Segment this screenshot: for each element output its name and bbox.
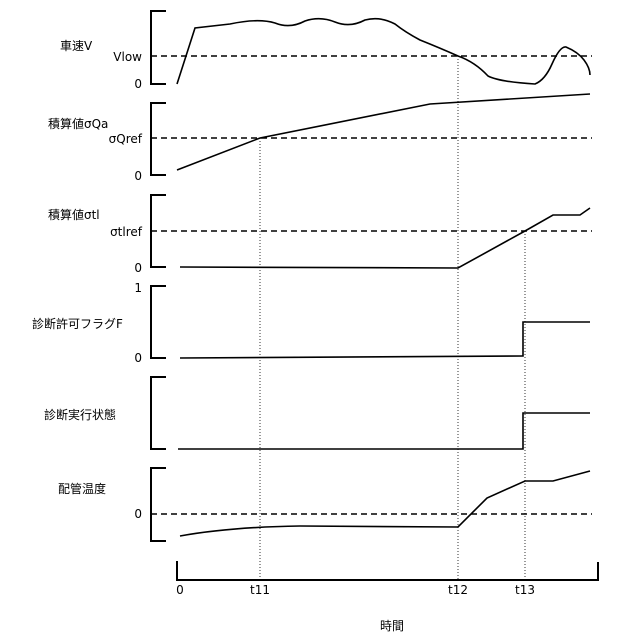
zero-label: 0 <box>134 507 142 521</box>
tick-t13: t13 <box>515 583 535 597</box>
flag-signal <box>180 322 590 358</box>
one-label: 1 <box>134 281 142 295</box>
ref-label: σtlref <box>110 225 143 239</box>
qa-curve <box>177 94 590 170</box>
panel-label: 車速V <box>60 39 93 53</box>
panel-label: 積算値σtl <box>48 207 100 222</box>
zero-label: 0 <box>134 261 142 275</box>
panel-integrated-qa: 積算値σQa σQref 0 <box>48 94 592 183</box>
temperature-curve <box>180 471 590 536</box>
tick-t12: t12 <box>448 583 468 597</box>
panel-vehicle-speed: 車速V Vlow 0 <box>60 11 592 91</box>
time-axis-label: 時間 <box>380 619 404 633</box>
tick-t11: t11 <box>250 583 270 597</box>
axis-bracket <box>151 377 166 449</box>
zero-label: 0 <box>134 351 142 365</box>
panel-label: 積算値σQa <box>48 116 108 131</box>
time-axis-line <box>177 561 598 580</box>
tick-0: 0 <box>176 583 184 597</box>
panel-diagnosis-flag: 診断許可フラグF 1 0 <box>32 281 590 365</box>
panel-label: 配管温度 <box>58 481 106 496</box>
panel-integrated-tl: 積算値σtl σtlref 0 <box>48 195 592 275</box>
ref-label: σQref <box>109 132 143 146</box>
ref-label: Vlow <box>113 50 142 64</box>
axis-bracket <box>151 11 166 84</box>
state-signal <box>178 413 590 449</box>
panel-pipe-temperature: 配管温度 0 <box>58 468 592 541</box>
panel-diagnosis-state: 診断実行状態 <box>44 377 590 449</box>
tl-curve <box>180 208 590 268</box>
axis-bracket <box>151 468 166 541</box>
zero-label: 0 <box>134 77 142 91</box>
zero-label: 0 <box>134 169 142 183</box>
time-axis: 0 t11 t12 t13 時間 <box>176 561 598 633</box>
panel-label: 診断許可フラグF <box>32 316 123 331</box>
panel-label: 診断実行状態 <box>44 407 116 422</box>
vehicle-speed-curve <box>177 19 590 84</box>
axis-bracket <box>151 103 166 175</box>
axis-bracket <box>151 286 166 358</box>
